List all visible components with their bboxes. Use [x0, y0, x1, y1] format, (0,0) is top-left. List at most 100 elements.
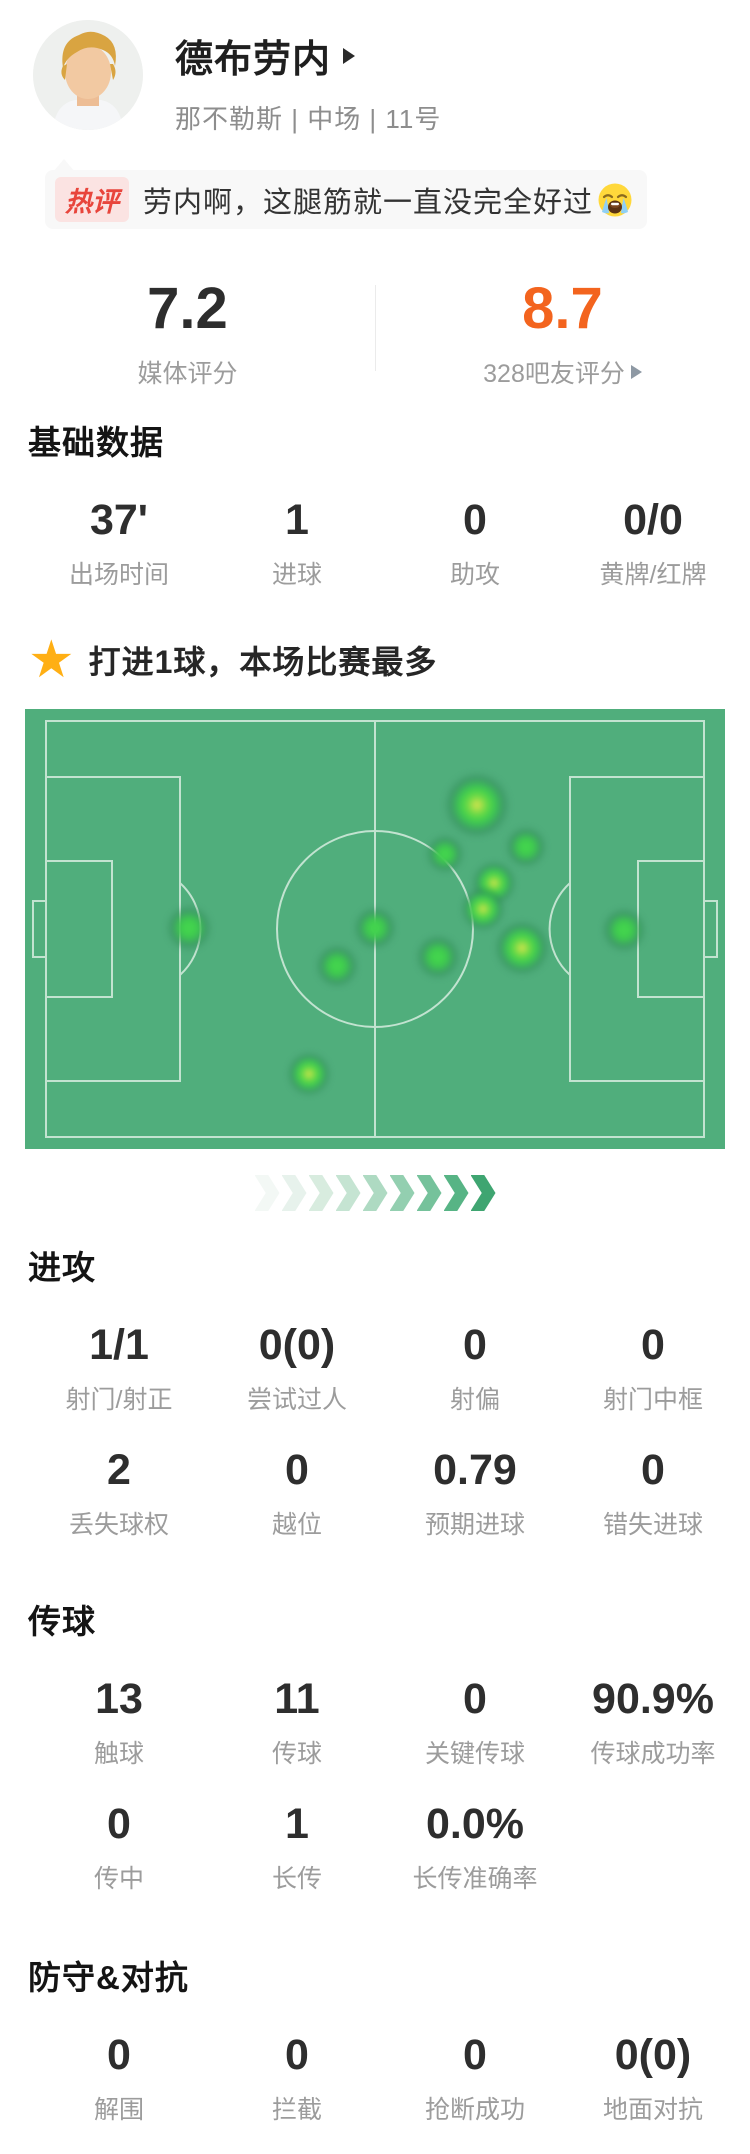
- stat-value: 0.79: [433, 1446, 517, 1494]
- stat-label: 错失进球: [602, 1511, 703, 1539]
- player-name-row[interactable]: 德布劳内: [175, 28, 441, 83]
- fans-rating-label: 328吧友评分: [375, 354, 750, 390]
- stat-cell: 0 抢断成功: [386, 2031, 564, 2126]
- media-rating-label-text: 媒体评分: [137, 360, 238, 388]
- passing-stats-grid: 13 触球 11 传球 0 关键传球 90.9% 传球成功率 0 传中 1 长传 0.0% 长传准确率: [0, 1675, 750, 1895]
- stat-cell: 0(0) 尝试过人: [208, 1321, 386, 1416]
- stat-cell: 0(0) 地面对抗: [564, 2031, 742, 2126]
- stat-label: 进球: [271, 561, 322, 589]
- stat-value: 13: [95, 1675, 143, 1723]
- stat-label: 关键传球: [424, 1740, 525, 1768]
- stat-label: 预期进球: [424, 1511, 525, 1539]
- attack-stats-grid: 1/1 射门/射正 0(0) 尝试过人 0 射偏 0 射门中框 2 丢失球权 0 越位 0.79 预期进球…: [0, 1321, 750, 1541]
- hot-badge: 热评: [55, 177, 129, 222]
- stat-cell: 37' 出场时间: [30, 496, 208, 591]
- section-title-basic: 基础数据: [28, 424, 164, 461]
- chevron-arrow-icon: [281, 1175, 307, 1211]
- stat-value: 0: [107, 1800, 131, 1848]
- stat-cell: 0 拦截: [208, 2031, 386, 2126]
- stat-label: 传球: [271, 1740, 322, 1768]
- stat-label: 拦截: [271, 2096, 322, 2124]
- expand-arrow-icon: [343, 47, 356, 64]
- hot-comment-bubble: 热评 劳内啊，这腿筋就一直没完全好过: [45, 159, 750, 229]
- stat-cell: 0 助攻: [386, 496, 564, 591]
- stat-value: 11: [274, 1675, 320, 1723]
- stat-label: 射偏: [449, 1386, 500, 1414]
- stat-value: 0.0%: [425, 1800, 524, 1848]
- heat-spot: [409, 928, 467, 987]
- player-identity: 德布劳内 那不勒斯 | 中场 | 11号: [175, 20, 441, 136]
- heat-spot: [347, 900, 403, 957]
- stat-label: 越位: [271, 1511, 322, 1539]
- chevron-arrow-icon: [416, 1175, 442, 1211]
- chevron-arrow-icon: [389, 1175, 415, 1211]
- fans-rating[interactable]: 8.7 328吧友评分: [375, 275, 750, 390]
- heat-spot: [487, 912, 557, 983]
- chevron-arrow-icon: [335, 1175, 361, 1211]
- media-rating: 7.2 媒体评分: [0, 275, 375, 390]
- stat-cell: 1/1 射门/射正: [30, 1321, 208, 1416]
- player-name: 德布劳内: [175, 39, 332, 81]
- fans-rating-value: 8.7: [522, 276, 603, 341]
- media-rating-label: 媒体评分: [0, 354, 375, 390]
- stat-cell: 2 丢失球权: [30, 1446, 208, 1541]
- stat-cell: 0 射门中框: [564, 1321, 742, 1416]
- avatar: [33, 20, 143, 130]
- stat-label: 抢断成功: [424, 2096, 525, 2124]
- stat-value: 0: [463, 1321, 487, 1369]
- heatmap-field: [25, 709, 725, 1149]
- stat-value: 1/1: [89, 1321, 149, 1369]
- stat-label: 解围: [93, 2096, 144, 2124]
- stat-value: 0/0: [623, 496, 683, 544]
- heat-spot: [595, 900, 654, 959]
- stat-cell: 0 解围: [30, 2031, 208, 2126]
- hot-comment: 热评 劳内啊，这腿筋就一直没完全好过: [45, 170, 648, 229]
- stat-value: 0(0): [258, 1321, 336, 1369]
- player-header: 德布劳内 那不勒斯 | 中场 | 11号: [0, 0, 750, 136]
- stat-cell: 0 错失进球: [564, 1446, 742, 1541]
- stat-cell: 0.79 预期进球: [386, 1446, 564, 1541]
- heat-spot: [281, 1046, 338, 1103]
- stat-cell: 1 长传: [208, 1800, 386, 1895]
- stat-label: 黄牌/红牌: [599, 561, 707, 589]
- chevron-arrow-icon: [308, 1175, 334, 1211]
- stat-value: 0(0): [614, 2031, 692, 2079]
- stat-label: 传中: [93, 1865, 144, 1893]
- stat-cell: 1 进球: [208, 496, 386, 591]
- stat-label: 丢失球权: [68, 1511, 169, 1539]
- ratings-divider: [375, 285, 376, 371]
- stat-cell: 11 传球: [208, 1675, 386, 1770]
- section-title-attack: 进攻: [28, 1249, 96, 1286]
- stat-cell: 0 关键传球: [386, 1675, 564, 1770]
- stat-value: 0: [107, 2031, 131, 2079]
- player-meta: 那不勒斯 | 中场 | 11号: [175, 104, 442, 134]
- highlight-text: 打进1球，本场比赛最多: [88, 644, 438, 680]
- stat-value: 37': [89, 496, 149, 544]
- stat-value: 1: [285, 496, 309, 544]
- stat-label: 射门/射正: [65, 1386, 173, 1414]
- stat-value: 0: [463, 496, 487, 544]
- stat-label: 助攻: [449, 561, 500, 589]
- stat-cell: 13 触球: [30, 1675, 208, 1770]
- stat-label: 长传准确率: [412, 1865, 538, 1893]
- stat-value: 1: [285, 1800, 309, 1848]
- section-title-passing: 传球: [28, 1603, 96, 1640]
- stat-label: 触球: [93, 1740, 144, 1768]
- player-photo: [33, 20, 143, 130]
- stat-label: 地面对抗: [602, 2096, 703, 2124]
- stat-label: 出场时间: [68, 561, 169, 589]
- stat-cell: 0/0 黄牌/红牌: [564, 496, 742, 591]
- stat-cell: 0 射偏: [386, 1321, 564, 1416]
- stat-value: 0: [285, 1446, 309, 1494]
- bubble-tail: [53, 159, 75, 172]
- section-title-defense: 防守&对抗: [28, 1959, 189, 1996]
- stat-value: 0: [285, 2031, 309, 2079]
- chevron-arrow-icon: [443, 1175, 469, 1211]
- stat-value: 0: [641, 1446, 665, 1494]
- stat-value: 90.9%: [592, 1675, 714, 1723]
- media-rating-value: 7.2: [147, 276, 228, 341]
- ratings-row: 7.2 媒体评分 8.7 328吧友评分: [0, 275, 750, 390]
- stat-value: 0: [463, 2031, 487, 2079]
